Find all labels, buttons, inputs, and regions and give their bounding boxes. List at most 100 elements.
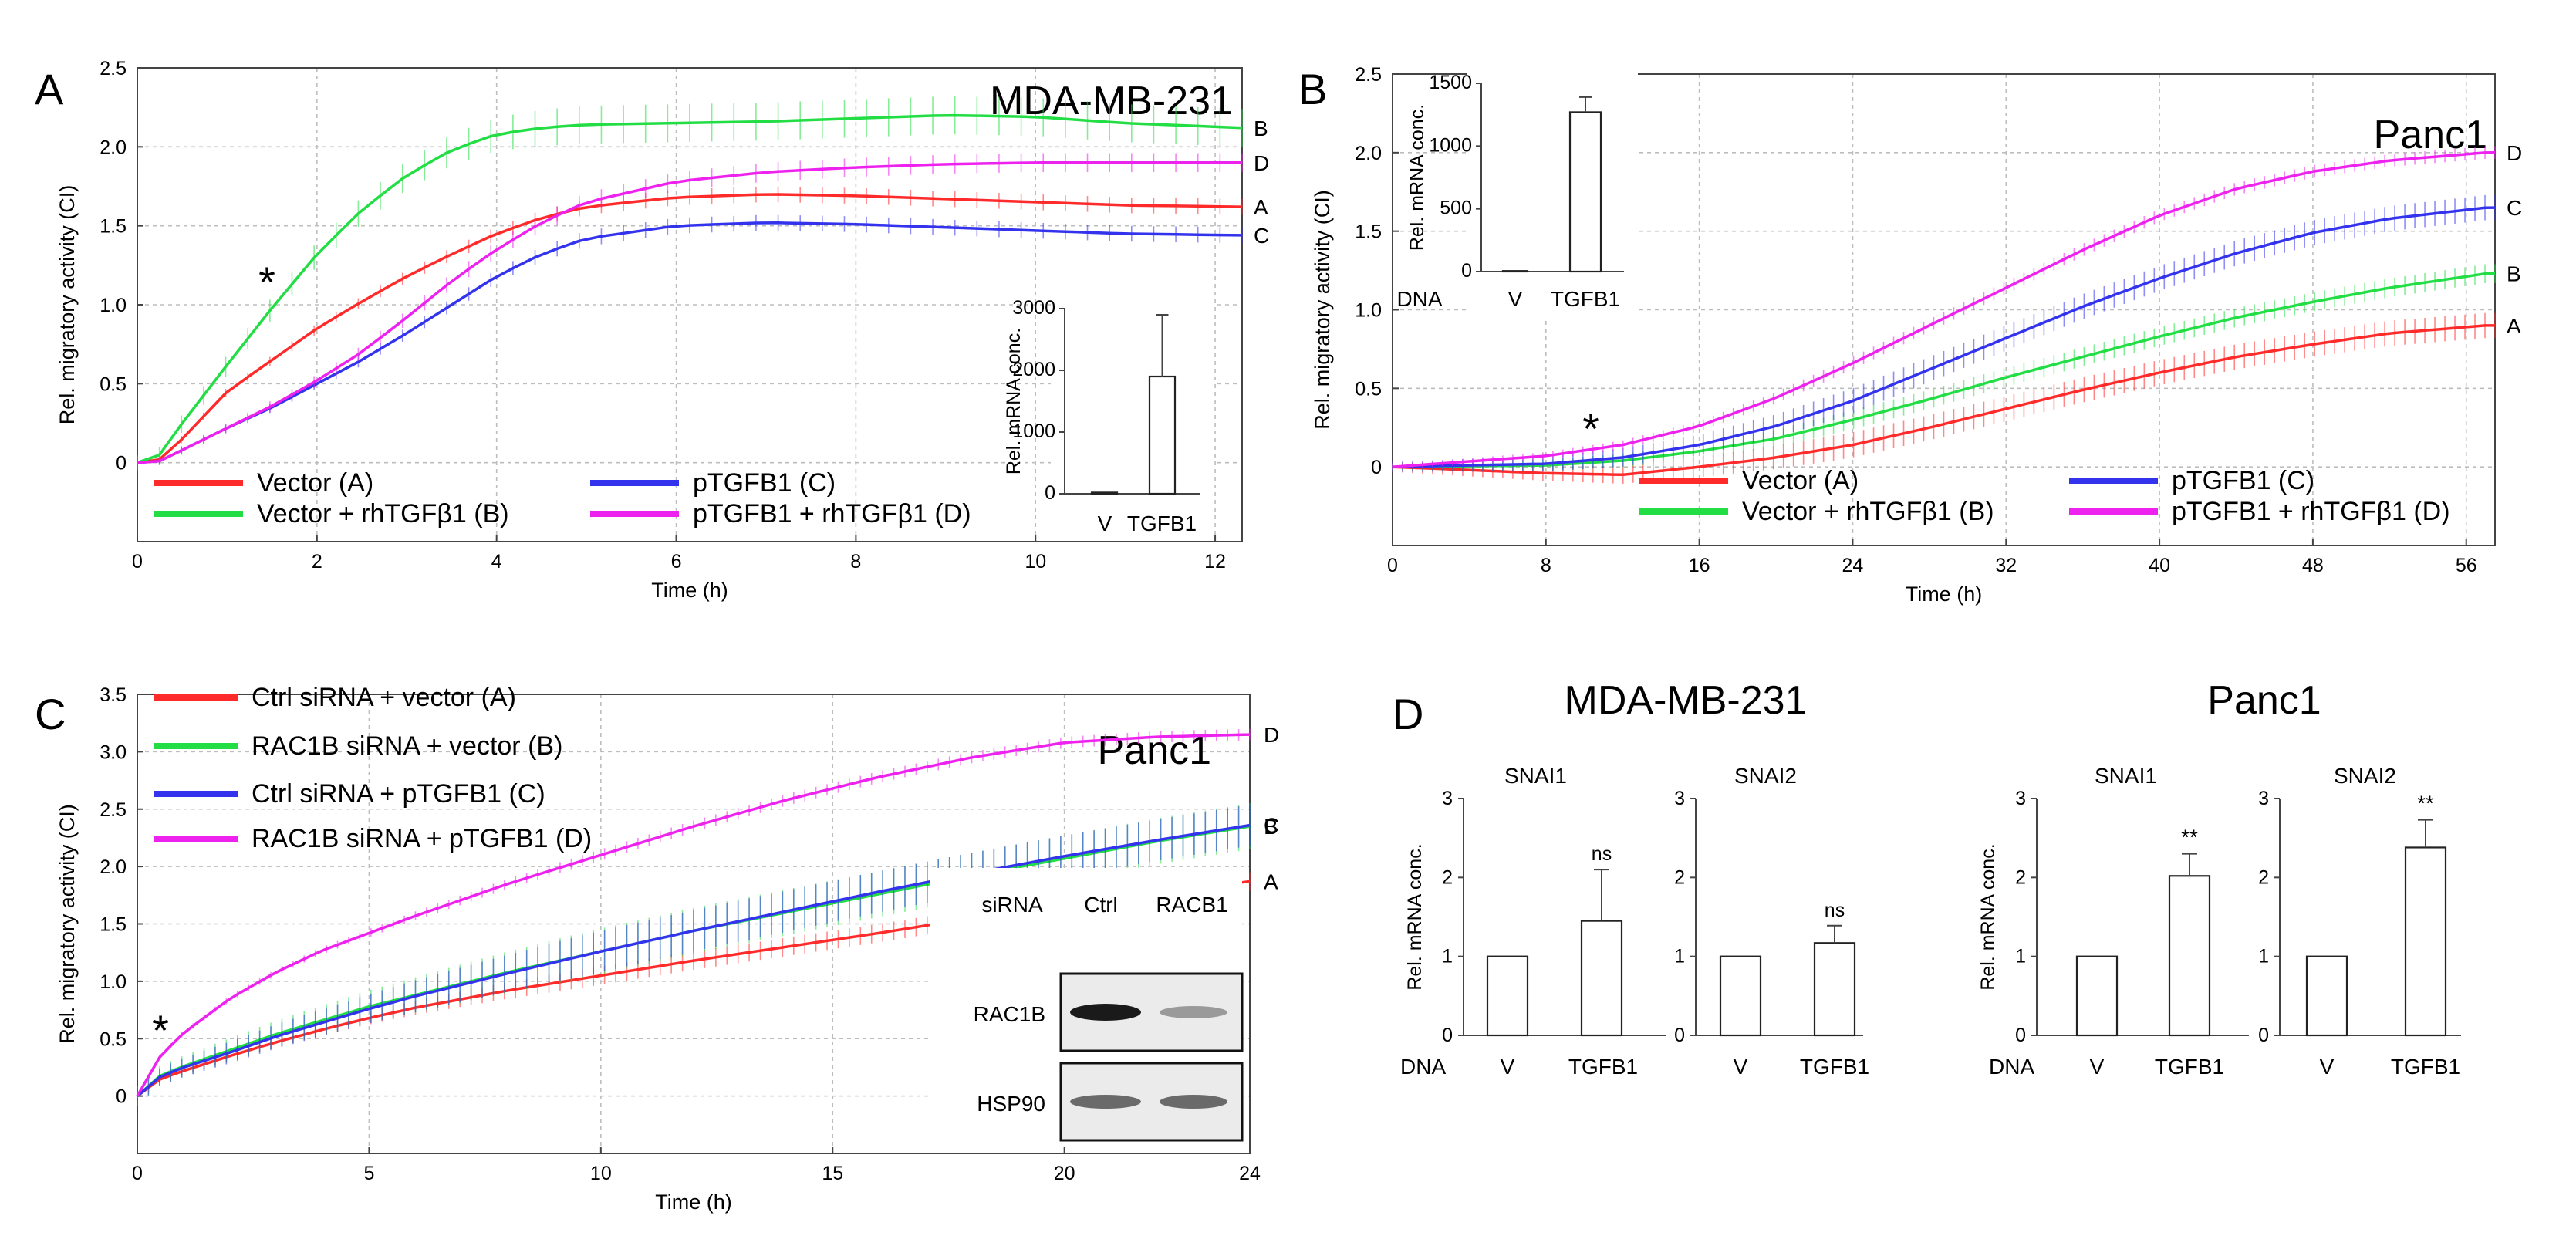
series-line bbox=[136, 733, 1251, 1097]
inset-category-label: V bbox=[1098, 512, 1112, 535]
blot-row-label: RAC1B bbox=[974, 1002, 1045, 1026]
y-tick-label: 1 bbox=[2258, 946, 2269, 967]
inset-y-tick-label: 0 bbox=[1461, 260, 1472, 282]
y-tick-label: 3 bbox=[1442, 788, 1453, 809]
panel-label: C bbox=[35, 690, 66, 738]
y-tick-label: 0 bbox=[2015, 1025, 2026, 1046]
x-tick-label: 48 bbox=[2302, 555, 2324, 576]
blot-row-label: HSP90 bbox=[977, 1092, 1045, 1116]
y-tick-label: 2 bbox=[1674, 866, 1685, 888]
inset-y-tick-label: 2000 bbox=[1012, 359, 1055, 380]
legend-label: Ctrl siRNA + pTGFB1 (C) bbox=[252, 779, 545, 809]
significance-asterisk: * bbox=[152, 1006, 169, 1055]
series-d: D bbox=[1392, 141, 2522, 470]
inset-y-tick-label: 1000 bbox=[1429, 134, 1472, 156]
bar-v bbox=[2305, 955, 2348, 1037]
inset-row-label: DNA bbox=[1396, 287, 1442, 311]
significance-asterisk: * bbox=[258, 258, 275, 306]
y-tick-label: 0 bbox=[1371, 457, 1382, 478]
panel-label: B bbox=[1298, 65, 1327, 113]
series-d: D bbox=[136, 723, 1279, 1099]
blot-lane-label: Ctrl bbox=[1084, 893, 1118, 917]
legend-label: Vector (A) bbox=[257, 468, 373, 498]
y-tick-label: 2.5 bbox=[100, 58, 127, 79]
legend-label: RAC1B siRNA + vector (B) bbox=[252, 731, 562, 761]
bar-v bbox=[1486, 955, 1529, 1037]
x-axis-label: Time (h) bbox=[651, 579, 728, 602]
inset-category-label: TGFB1 bbox=[1551, 287, 1620, 311]
inset-b-bar-chart: 0 500 1000 1500 V TGFB1 Rel. mRNA conc. DNA bbox=[1396, 60, 1638, 318]
x-tick-label: 12 bbox=[1204, 551, 1226, 572]
y-axis-label: Rel. migratory activity (CI) bbox=[56, 804, 79, 1044]
x-tick-label: 2 bbox=[312, 551, 322, 572]
y-tick-label: 1 bbox=[1674, 946, 1685, 967]
category-label: TGFB1 bbox=[1800, 1055, 1869, 1079]
y-tick-label: 0.5 bbox=[100, 1028, 127, 1050]
legend: Vector (A) pTGFB1 (C) Vector + rhTGFβ1 (B)… bbox=[1639, 466, 2450, 526]
y-tick-label: 2.5 bbox=[1355, 64, 1382, 86]
bar-subplot-snai1: SNAI1 0 1 2 3 ns V TGFB1 Rel. mRNA conc. DNA bbox=[1400, 764, 1666, 1079]
inset-background bbox=[1051, 285, 1214, 540]
bar-tgfb1 bbox=[2168, 875, 2211, 1037]
y-tick-label: 2.5 bbox=[100, 799, 127, 821]
y-axis-label: Rel. migratory activity (CI) bbox=[56, 185, 79, 425]
series-end-label: D bbox=[1254, 151, 1269, 175]
series-end-label: D bbox=[2507, 141, 2522, 165]
gene-title: SNAI2 bbox=[1734, 764, 1797, 788]
x-tick-label: 8 bbox=[850, 551, 861, 572]
inset-y-tick-label: 0 bbox=[1045, 482, 1055, 504]
y-tick-label: 2 bbox=[2015, 866, 2026, 888]
western-blot: siRNA Ctrl RACB1 RAC1B HSP90 bbox=[930, 868, 1244, 1146]
y-tick-label: 2.0 bbox=[1355, 143, 1382, 164]
y-tick-label: 1 bbox=[2015, 946, 2026, 967]
x-tick-label: 10 bbox=[1025, 551, 1046, 572]
y-tick-label: 0 bbox=[1674, 1025, 1685, 1046]
blot-lane-label: RACB1 bbox=[1156, 893, 1227, 917]
series-end-label: B bbox=[1264, 815, 1278, 839]
y-tick-label: 1 bbox=[1442, 946, 1453, 967]
y-tick-label: 3.0 bbox=[100, 741, 127, 763]
legend-label: Vector + rhTGFβ1 (B) bbox=[257, 499, 509, 528]
y-tick-label: 0 bbox=[116, 453, 127, 474]
x-tick-label: 0 bbox=[132, 1163, 143, 1184]
y-tick-label: 1.0 bbox=[100, 295, 127, 316]
series-line bbox=[1392, 206, 2496, 468]
category-label: TGFB1 bbox=[2391, 1055, 2460, 1079]
y-tick-label: 3 bbox=[2015, 788, 2026, 809]
x-tick-label: 16 bbox=[1689, 555, 1710, 576]
blot-band bbox=[1070, 1004, 1141, 1021]
bar-v bbox=[1719, 955, 1762, 1037]
inset-a-bar-chart: 0 1000 2000 3000 V TGFB1 Rel. mRNA conc. bbox=[1003, 285, 1214, 540]
inset-y-tick-label: 500 bbox=[1440, 198, 1472, 219]
series-end-label: A bbox=[1254, 195, 1268, 219]
blot-band bbox=[1160, 1006, 1227, 1018]
y-tick-label: 1.5 bbox=[100, 216, 127, 238]
series-error-bars bbox=[137, 153, 1243, 467]
x-tick-label: 56 bbox=[2456, 555, 2477, 576]
y-tick-label: 3 bbox=[1674, 788, 1685, 809]
inset-category-label: V bbox=[1508, 287, 1523, 311]
row-label: DNA bbox=[1989, 1055, 2034, 1079]
series-line bbox=[137, 161, 1242, 464]
legend-label: RAC1B siRNA + pTGFB1 (D) bbox=[252, 824, 592, 853]
y-tick-label: 3 bbox=[2258, 788, 2269, 809]
series-end-label: C bbox=[2507, 196, 2522, 220]
inset-background bbox=[1467, 60, 1638, 318]
x-tick-label: 6 bbox=[671, 551, 682, 572]
legend-label: Ctrl siRNA + vector (A) bbox=[252, 683, 516, 712]
x-tick-label: 32 bbox=[1995, 555, 2017, 576]
series-end-label: C bbox=[1254, 224, 1269, 248]
category-label: TGFB1 bbox=[1568, 1055, 1638, 1079]
y-tick-label: 2 bbox=[1442, 866, 1453, 888]
series-d: D bbox=[137, 151, 1269, 467]
y-tick-label: 2 bbox=[2258, 866, 2269, 888]
category-label: V bbox=[2320, 1055, 2335, 1079]
gene-title: SNAI2 bbox=[2334, 764, 2396, 788]
blot-header: siRNA bbox=[981, 893, 1043, 917]
x-tick-label: 24 bbox=[1842, 555, 1864, 576]
bar-subplot-snai1: SNAI1 0 1 2 3 ** V TGFB1 Rel. mRNA conc. DNA bbox=[1977, 764, 2249, 1079]
significance-label: ns bbox=[1592, 843, 1612, 865]
significance-asterisk: * bbox=[1582, 404, 1599, 453]
category-label: V bbox=[1501, 1055, 1515, 1079]
